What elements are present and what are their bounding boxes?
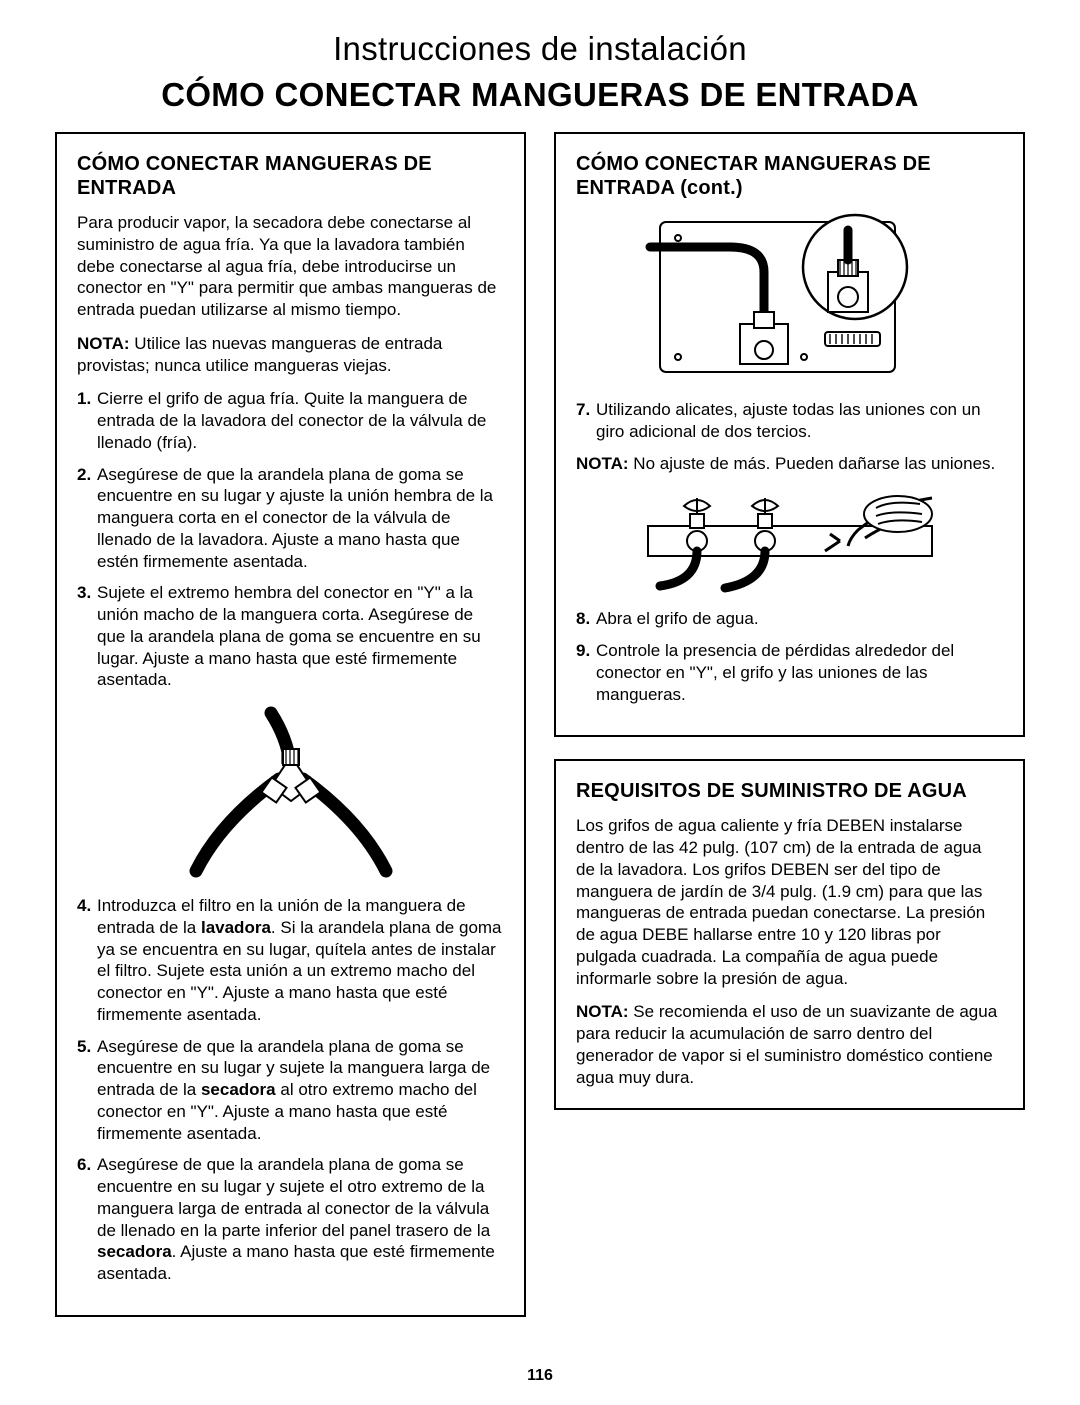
intro-paragraph: Para producir vapor, la secadora debe co… bbox=[77, 212, 504, 321]
step-5: 5.Asegúrese de que la arandela plana de … bbox=[77, 1036, 504, 1145]
page-number: 116 bbox=[55, 1367, 1025, 1385]
figure-back-panel bbox=[630, 212, 950, 387]
nota-3: NOTA: Se recomienda el uso de un suaviza… bbox=[576, 1001, 1003, 1088]
box-title: CÓMO CONECTAR MANGUERAS DE ENTRADA bbox=[77, 152, 504, 200]
box-connect-hoses: CÓMO CONECTAR MANGUERAS DE ENTRADA Para … bbox=[55, 132, 526, 1317]
step-3: 3.Sujete el extremo hembra del conector … bbox=[77, 582, 504, 691]
step-8: 8.Abra el grifo de agua. bbox=[576, 608, 1003, 630]
doc-title: CÓMO CONECTAR MANGUERAS DE ENTRADA bbox=[55, 76, 1025, 114]
box-title: REQUISITOS DE SUMINISTRO DE AGUA bbox=[576, 779, 1003, 803]
box-water-supply: REQUISITOS DE SUMINISTRO DE AGUA Los gri… bbox=[554, 759, 1025, 1110]
nota-1: NOTA: Utilice las nuevas mangueras de en… bbox=[77, 333, 504, 377]
steps-4-6: 4.Introduzca el filtro en la unión de la… bbox=[77, 895, 504, 1285]
steps-1-3: 1.Cierre el grifo de agua fría. Quite la… bbox=[77, 388, 504, 691]
step-6: 6.Asegúrese de que la arandela plana de … bbox=[77, 1154, 504, 1285]
nota-label: NOTA: bbox=[77, 334, 130, 353]
step-4: 4.Introduzca el filtro en la unión de la… bbox=[77, 895, 504, 1026]
steps-8-9: 8.Abra el grifo de agua. 9.Controle la p… bbox=[576, 608, 1003, 705]
nota-label: NOTA: bbox=[576, 1002, 629, 1021]
nota-2: NOTA: No ajuste de más. Pueden dañarse l… bbox=[576, 453, 1003, 475]
step-7: 7.Utilizando alicates, ajuste todas las … bbox=[576, 399, 1003, 443]
nota-text: Utilice las nuevas mangueras de entrada … bbox=[77, 334, 442, 375]
nota-label: NOTA: bbox=[576, 454, 629, 473]
left-column: CÓMO CONECTAR MANGUERAS DE ENTRADA Para … bbox=[55, 132, 526, 1317]
right-column: CÓMO CONECTAR MANGUERAS DE ENTRADA (cont… bbox=[554, 132, 1025, 1110]
step-9: 9.Controle la presencia de pérdidas alre… bbox=[576, 640, 1003, 705]
step-7-item: 7.Utilizando alicates, ajuste todas las … bbox=[576, 399, 1003, 443]
box-title: CÓMO CONECTAR MANGUERAS DE ENTRADA (cont… bbox=[576, 152, 1003, 200]
box-connect-hoses-cont: CÓMO CONECTAR MANGUERAS DE ENTRADA (cont… bbox=[554, 132, 1025, 737]
doc-supertitle: Instrucciones de instalación bbox=[55, 30, 1025, 68]
step-1: 1.Cierre el grifo de agua fría. Quite la… bbox=[77, 388, 504, 453]
figure-faucets-pliers bbox=[640, 486, 940, 596]
nota-text: No ajuste de más. Pueden dañarse las uni… bbox=[633, 454, 995, 473]
step-2: 2.Asegúrese de que la arandela plana de … bbox=[77, 464, 504, 573]
nota-text: Se recomienda el uso de un suavizante de… bbox=[576, 1002, 997, 1086]
figure-y-connector bbox=[161, 701, 421, 881]
columns: CÓMO CONECTAR MANGUERAS DE ENTRADA Para … bbox=[55, 132, 1025, 1317]
supply-paragraph: Los grifos de agua caliente y fría DEBEN… bbox=[576, 815, 1003, 989]
